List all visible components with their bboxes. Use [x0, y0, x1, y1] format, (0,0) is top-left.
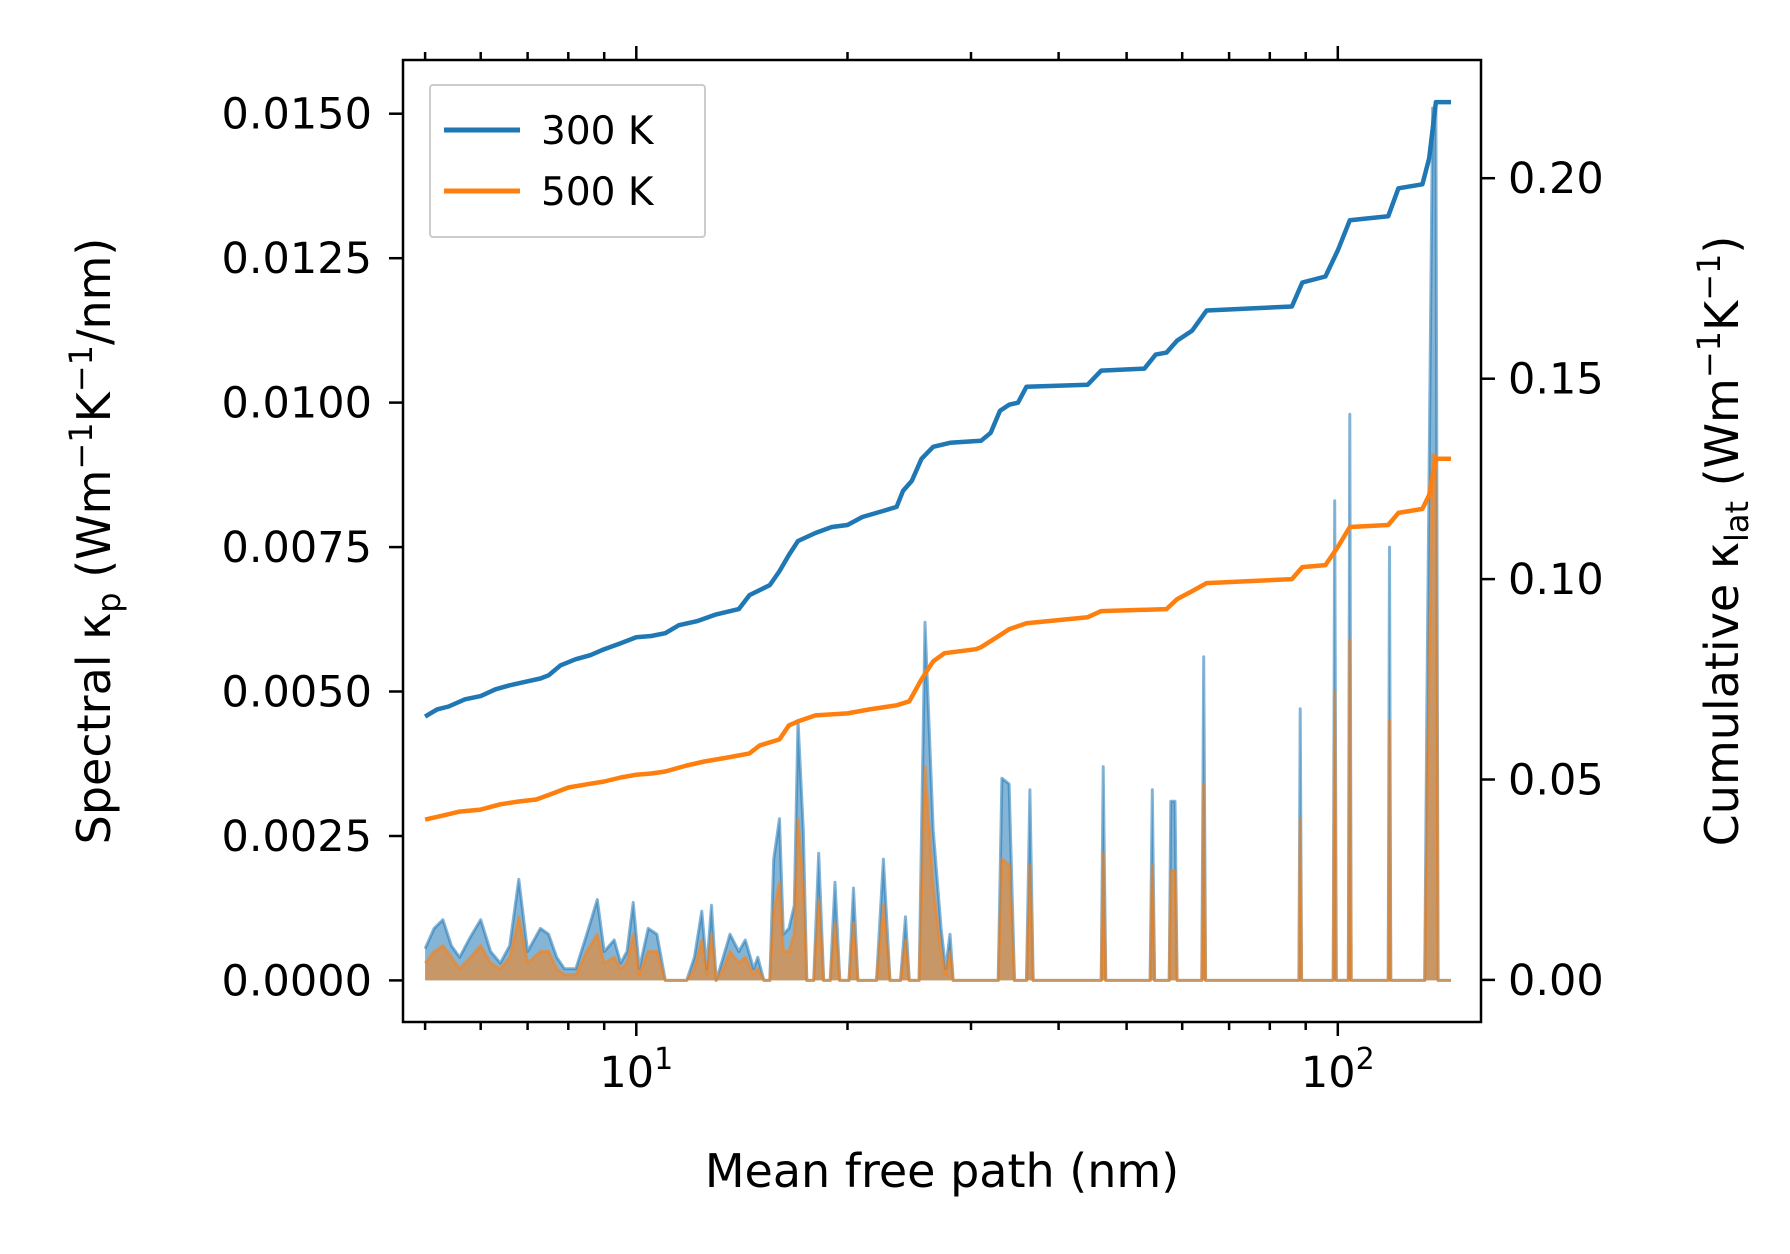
y-right-tick-label: 0.20 — [1508, 154, 1604, 204]
tick-layer — [389, 46, 1495, 1036]
y-left-tick-label: 0.0100 — [222, 379, 372, 429]
y-left-tick-label: 0.0150 — [222, 90, 372, 140]
x-tick-label: 101 — [599, 1042, 673, 1098]
y-left-tick-label: 0.0000 — [222, 956, 372, 1006]
y-right-tick-label: 0.10 — [1508, 555, 1604, 605]
legend: 300 K 500 K — [429, 84, 706, 238]
cumulative-line-500k — [424, 456, 1451, 822]
y-right-tick-label: 0.00 — [1508, 956, 1604, 1006]
y-left-tick-label: 0.0075 — [222, 523, 372, 573]
y-left-tick-label: 0.0025 — [222, 812, 372, 862]
spectral-fill-layer — [423, 106, 1452, 982]
spectral-line-300k — [423, 106, 1451, 982]
y-left-tick-label: 0.0125 — [222, 234, 372, 284]
series-line-layer — [423, 99, 1451, 822]
spectral-fill-300k — [425, 108, 1452, 981]
y-left-tick-label: 0.0050 — [222, 668, 372, 718]
y-right-tick-label: 0.05 — [1508, 756, 1604, 806]
plot-frame — [401, 58, 1483, 1024]
y-left-axis-label: Spectral κp (Wm−1K−1/nm) — [62, 238, 128, 845]
cumulative-line-300k — [423, 99, 1451, 719]
y-right-axis-label: Cumulative κlat (Wm−1K−1) — [1690, 236, 1756, 847]
x-tick-label: 102 — [1301, 1042, 1375, 1098]
legend-box — [429, 84, 706, 238]
legend-label-300k: 300 K — [541, 109, 655, 154]
spectral-line-500k — [423, 453, 1451, 982]
tick-label-layer: 101 102 0.0000 0.0025 0.0050 0.0075 0.0100 0.01… — [222, 90, 1604, 1098]
x-axis-label: Mean free path (nm) — [705, 1144, 1179, 1198]
y-right-tick-label: 0.15 — [1508, 355, 1604, 405]
legend-label-500k: 500 K — [541, 170, 655, 215]
